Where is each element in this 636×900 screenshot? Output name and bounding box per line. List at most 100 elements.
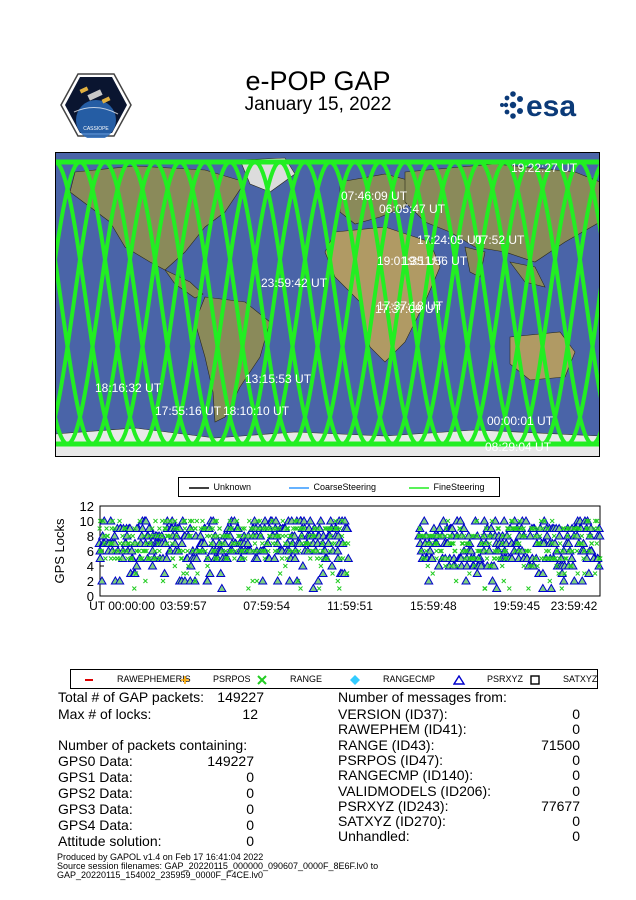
data-point-range [262, 556, 268, 561]
data-point-range [565, 533, 570, 539]
data-point-range [246, 518, 252, 524]
data-point-range [210, 526, 216, 531]
data-point-range [130, 533, 136, 539]
data-point-range [436, 533, 442, 539]
data-point-range [447, 533, 452, 539]
data-point-range [568, 563, 574, 569]
data-point-psrxyz [257, 575, 268, 585]
data-point-range [255, 526, 261, 531]
data-point-range [136, 548, 142, 554]
data-point-range [425, 563, 431, 569]
data-point-range [557, 541, 563, 546]
data-point-range [547, 578, 553, 584]
legend-symbol-icon [530, 674, 540, 685]
legend-rawephemeris: RAWEPHEMERIS [83, 670, 191, 688]
data-point-range [264, 541, 270, 546]
data-point-range [195, 571, 200, 576]
legend-coarse-steering-label: CoarseSteering [313, 482, 377, 492]
data-point-range [501, 578, 507, 584]
data-point-range [500, 533, 506, 539]
data-point-range [164, 541, 170, 546]
x-tick-label: 23:59:42 [551, 599, 598, 613]
data-point-range [594, 518, 600, 524]
data-point-range [215, 533, 221, 539]
data-point-range [448, 533, 453, 539]
data-point-range [153, 518, 158, 524]
data-point-psrxyz [305, 515, 316, 525]
orbit-timestamp: 18:10:10 UT [223, 404, 290, 418]
data-point-range [545, 526, 551, 531]
data-point-psrxyz [491, 583, 502, 592]
legend-rangecmp: RANGECMP [349, 670, 435, 688]
data-point-range [529, 563, 535, 569]
message-row-value: 77677 [541, 797, 580, 814]
footer: Produced by GAPOL v1.4 on Feb 17 16:41:0… [57, 853, 378, 880]
data-point-range [178, 556, 184, 561]
data-point-range [468, 556, 474, 561]
data-point-range [269, 518, 275, 524]
data-point-range [297, 526, 303, 531]
packet-row-value: 0 [246, 817, 254, 833]
data-point-psrxyz [455, 515, 466, 525]
message-row-value: 0 [572, 813, 580, 830]
data-point-range [432, 541, 438, 546]
data-point-range [594, 541, 600, 546]
data-point-range [162, 526, 168, 531]
data-point-range [549, 541, 555, 546]
footer-line3: GAP_20220115_154002_235959_0000F_F4CE.lv… [57, 870, 264, 880]
data-point-range [462, 556, 468, 561]
data-point-range [432, 533, 437, 539]
total-packets-label: Total # of GAP packets: [58, 689, 205, 705]
data-point-range [126, 541, 132, 546]
data-point-range [110, 518, 115, 524]
data-point-range [588, 533, 594, 539]
data-point-range [328, 533, 334, 539]
data-point-range [506, 533, 512, 539]
data-point-psrxyz [507, 553, 517, 562]
data-point-range [581, 548, 587, 554]
x-tick-label: 11:59:51 [327, 599, 373, 613]
data-point-range [279, 556, 285, 561]
data-point-range [562, 571, 568, 576]
data-point-range [301, 526, 307, 531]
data-point-range [220, 541, 226, 546]
data-point-psrxyz [487, 575, 498, 585]
data-point-range [501, 548, 507, 554]
orbit-track [55, 159, 600, 447]
data-point-range [170, 556, 176, 561]
data-point-range [306, 548, 311, 554]
legend-unknown: Unknown [189, 478, 251, 496]
data-point-psrxyz [521, 515, 531, 525]
data-point-range [189, 518, 195, 524]
orbit-timestamp: 07:52 UT [475, 233, 525, 247]
data-point-range [535, 563, 540, 569]
data-point-range [521, 563, 527, 569]
packet-row-label: Attitude solution: [58, 833, 162, 849]
data-point-range [141, 533, 147, 539]
data-point-range [467, 541, 472, 546]
data-point-range [236, 533, 241, 539]
data-point-range [130, 541, 135, 546]
data-point-range [284, 556, 290, 561]
data-point-range [289, 541, 295, 546]
data-point-range [246, 586, 251, 591]
data-point-range [516, 541, 522, 546]
data-point-range [488, 563, 494, 569]
data-point-psrxyz [433, 560, 444, 570]
data-point-range [162, 518, 168, 524]
data-point-range [254, 578, 260, 584]
legend-symbol-icon [181, 675, 189, 684]
data-point-range [182, 518, 188, 524]
orbit-timestamp: 17:37:09 UT [375, 302, 442, 316]
data-point-psrxyz [558, 575, 569, 585]
data-point-range [99, 548, 104, 554]
legend-symbol-icon [350, 674, 360, 685]
data-point-psrxyz [141, 515, 151, 525]
data-point-psrxyz [525, 530, 536, 540]
data-point-range [535, 526, 540, 531]
data-point-range [482, 586, 488, 591]
data-point-range [537, 541, 543, 546]
message-row-label: VERSION (ID37): [338, 706, 448, 722]
data-point-range [124, 548, 129, 554]
